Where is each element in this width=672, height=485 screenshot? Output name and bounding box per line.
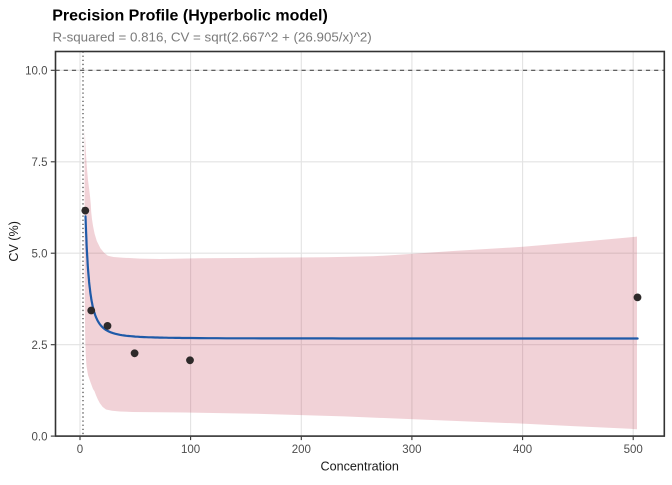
- svg-text:10.0: 10.0: [25, 66, 47, 78]
- svg-text:400: 400: [513, 444, 532, 456]
- svg-text:0: 0: [77, 444, 83, 456]
- svg-text:300: 300: [402, 444, 421, 456]
- svg-text:R-squared = 0.816, CV = sqrt(2: R-squared = 0.816, CV = sqrt(2.667^2 + (…: [53, 29, 372, 44]
- svg-text:0.0: 0.0: [32, 431, 48, 443]
- svg-text:200: 200: [292, 444, 311, 456]
- svg-text:100: 100: [181, 444, 200, 456]
- svg-text:500: 500: [624, 444, 643, 456]
- svg-text:5.0: 5.0: [32, 248, 48, 260]
- svg-text:2.5: 2.5: [32, 340, 48, 352]
- svg-text:CV (%): CV (%): [7, 221, 21, 262]
- svg-text:Precision Profile (Hyperbolic: Precision Profile (Hyperbolic model): [52, 7, 328, 24]
- svg-text:Concentration: Concentration: [321, 460, 399, 474]
- svg-text:7.5: 7.5: [32, 157, 48, 169]
